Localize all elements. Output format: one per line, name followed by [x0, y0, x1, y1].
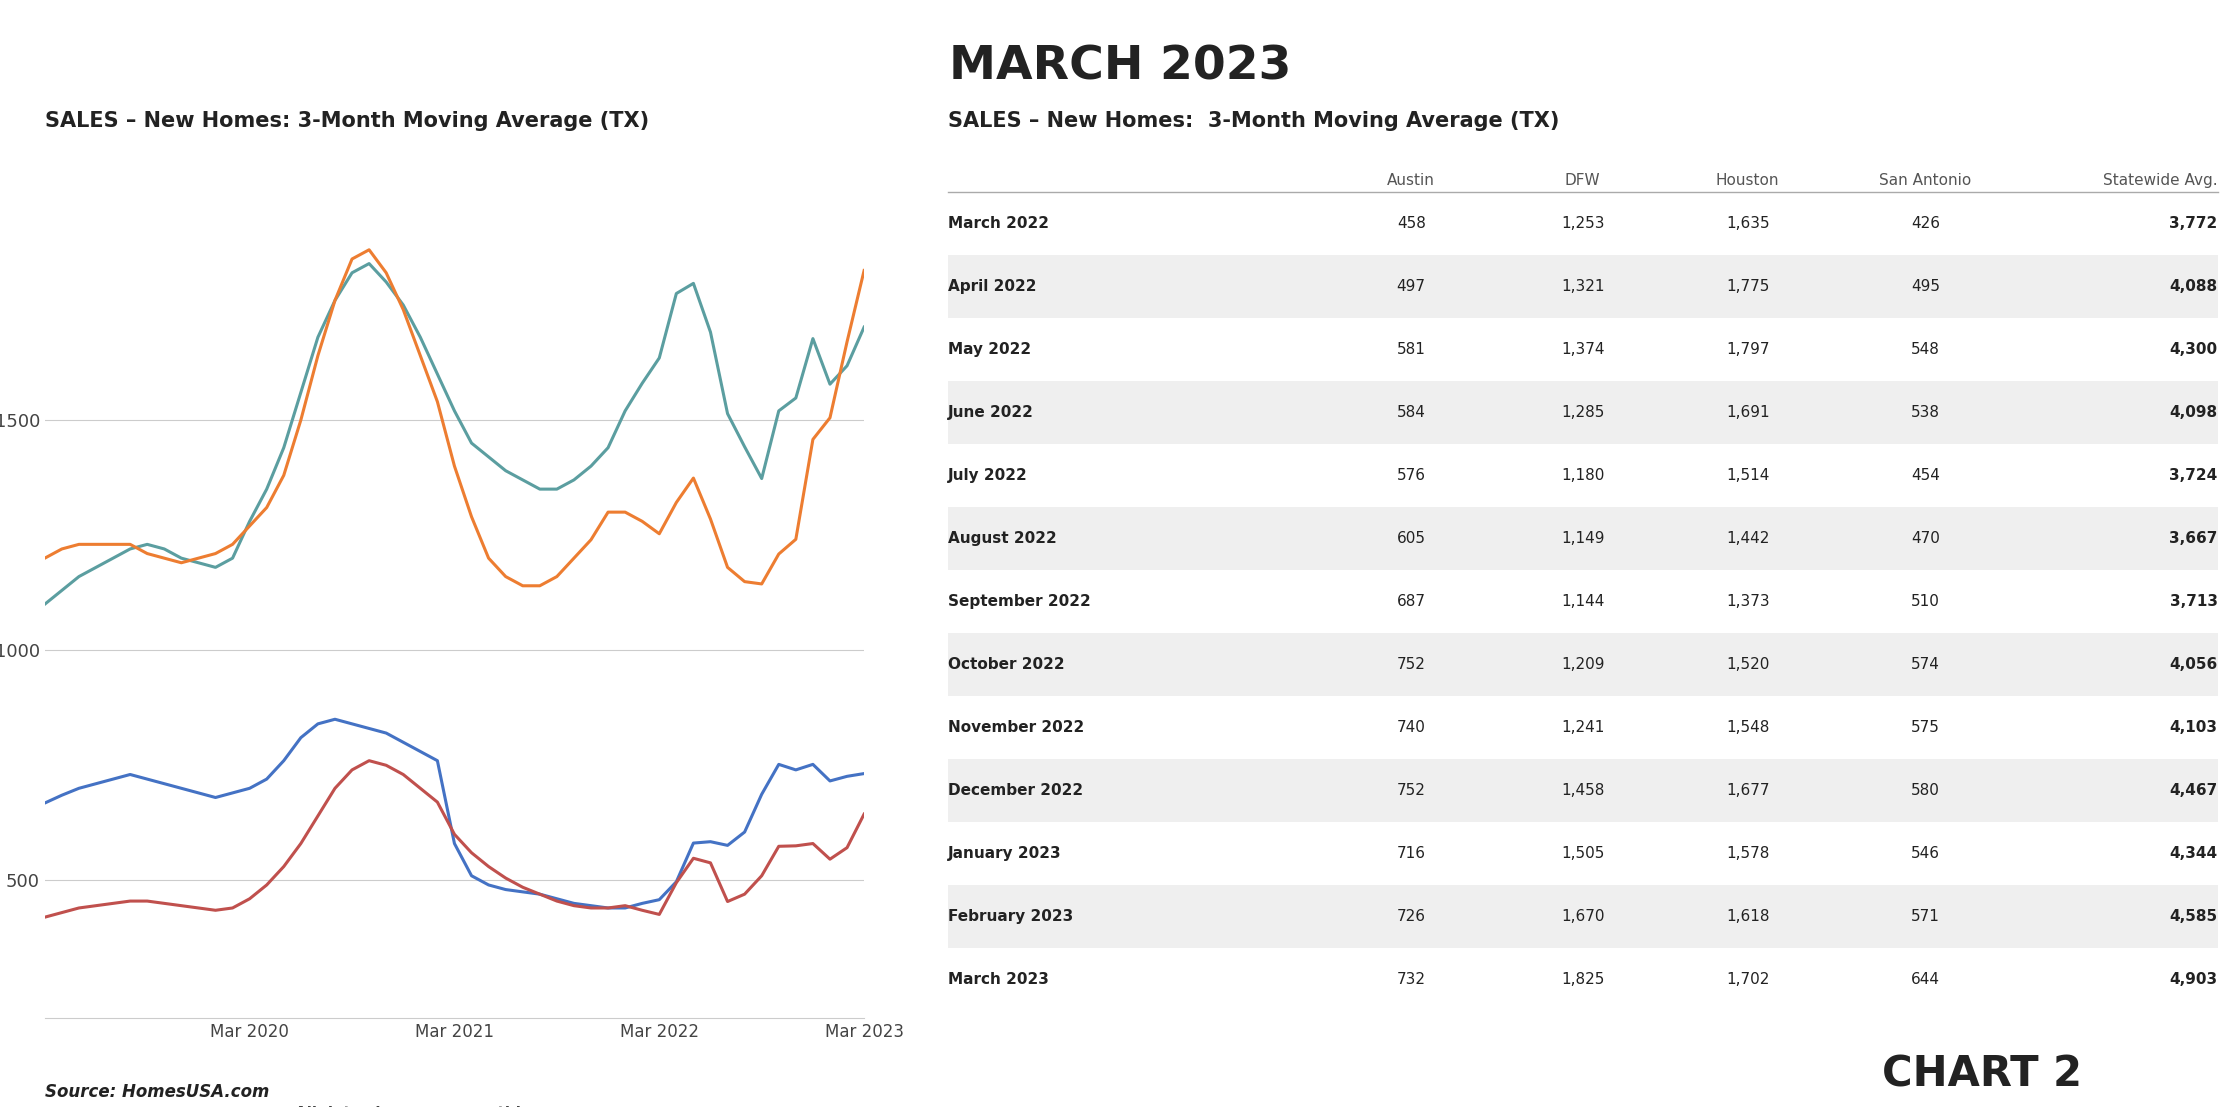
Text: 3,772: 3,772: [2168, 216, 2218, 231]
Text: 3,713: 3,713: [2171, 593, 2218, 609]
Text: October 2022: October 2022: [948, 656, 1064, 672]
Text: Austin: Austin: [1387, 173, 1436, 187]
Text: February 2023: February 2023: [948, 909, 1073, 923]
Text: 1,677: 1,677: [1727, 783, 1770, 798]
Text: January 2023: January 2023: [948, 846, 1062, 860]
Text: 1,241: 1,241: [1561, 720, 1604, 735]
Text: 752: 752: [1398, 656, 1425, 672]
Text: 605: 605: [1398, 531, 1425, 546]
Text: CHART 2: CHART 2: [1882, 1054, 2081, 1096]
Text: 1,442: 1,442: [1727, 531, 1770, 546]
Text: 4,056: 4,056: [2168, 656, 2218, 672]
Text: 1,180: 1,180: [1561, 468, 1604, 483]
Text: 1,825: 1,825: [1561, 972, 1604, 986]
Text: 752: 752: [1398, 783, 1425, 798]
Text: November 2022: November 2022: [948, 720, 1084, 735]
Text: Statewide Avg.: Statewide Avg.: [2103, 173, 2218, 187]
Text: 4,103: 4,103: [2171, 720, 2218, 735]
Text: 584: 584: [1398, 405, 1425, 420]
Text: 495: 495: [1911, 279, 1940, 294]
Text: 497: 497: [1398, 279, 1425, 294]
Text: June 2022: June 2022: [948, 405, 1033, 420]
Text: 1,285: 1,285: [1561, 405, 1604, 420]
Text: Source: HomesUSA.com: Source: HomesUSA.com: [45, 1084, 269, 1101]
Text: Houston: Houston: [1716, 173, 1779, 187]
Text: September 2022: September 2022: [948, 593, 1091, 609]
Text: April 2022: April 2022: [948, 279, 1037, 294]
Text: 4,903: 4,903: [2171, 972, 2218, 986]
Text: All data shown are monthly averages: All data shown are monthly averages: [293, 1106, 614, 1107]
Text: May 2022: May 2022: [948, 342, 1030, 356]
Text: 546: 546: [1911, 846, 1940, 860]
Text: 1,618: 1,618: [1727, 909, 1770, 923]
Text: 3,667: 3,667: [2168, 531, 2218, 546]
Text: 4,300: 4,300: [2171, 342, 2218, 356]
Text: 732: 732: [1398, 972, 1425, 986]
Text: 644: 644: [1911, 972, 1940, 986]
FancyBboxPatch shape: [948, 255, 2218, 318]
Text: 1,505: 1,505: [1561, 846, 1604, 860]
Text: 1,374: 1,374: [1561, 342, 1604, 356]
Text: 1,144: 1,144: [1561, 593, 1604, 609]
Text: 1,702: 1,702: [1727, 972, 1770, 986]
Text: December 2022: December 2022: [948, 783, 1082, 798]
Text: 1,373: 1,373: [1725, 593, 1770, 609]
Text: 1,775: 1,775: [1727, 279, 1770, 294]
Text: 470: 470: [1911, 531, 1940, 546]
Text: July 2022: July 2022: [948, 468, 1028, 483]
Text: 4,585: 4,585: [2171, 909, 2218, 923]
FancyBboxPatch shape: [948, 381, 2218, 444]
FancyBboxPatch shape: [948, 884, 2218, 948]
Text: 1,321: 1,321: [1561, 279, 1604, 294]
Text: 4,344: 4,344: [2171, 846, 2218, 860]
Text: 548: 548: [1911, 342, 1940, 356]
Text: 726: 726: [1398, 909, 1425, 923]
Text: 1,253: 1,253: [1561, 216, 1604, 231]
Text: March 2022: March 2022: [948, 216, 1048, 231]
FancyBboxPatch shape: [948, 758, 2218, 821]
Text: August 2022: August 2022: [948, 531, 1057, 546]
Text: 581: 581: [1398, 342, 1425, 356]
Text: 1,520: 1,520: [1727, 656, 1770, 672]
Text: 510: 510: [1911, 593, 1940, 609]
FancyBboxPatch shape: [948, 507, 2218, 570]
Text: 4,467: 4,467: [2168, 783, 2218, 798]
Text: 4,098: 4,098: [2171, 405, 2218, 420]
Text: SALES – New Homes: 3-Month Moving Average (TX): SALES – New Homes: 3-Month Moving Averag…: [45, 111, 650, 132]
Text: 458: 458: [1398, 216, 1425, 231]
Text: 1,149: 1,149: [1561, 531, 1604, 546]
Text: 580: 580: [1911, 783, 1940, 798]
Text: 574: 574: [1911, 656, 1940, 672]
Text: 1,458: 1,458: [1561, 783, 1604, 798]
Text: 576: 576: [1398, 468, 1425, 483]
Text: 1,635: 1,635: [1725, 216, 1770, 231]
Text: 1,691: 1,691: [1725, 405, 1770, 420]
Text: 571: 571: [1911, 909, 1940, 923]
Text: 1,670: 1,670: [1561, 909, 1604, 923]
Text: San Antonio: San Antonio: [1879, 173, 1971, 187]
Text: 454: 454: [1911, 468, 1940, 483]
Text: 3,724: 3,724: [2168, 468, 2218, 483]
Text: 575: 575: [1911, 720, 1940, 735]
Text: 716: 716: [1398, 846, 1425, 860]
Text: SALES – New Homes:  3-Month Moving Average (TX): SALES – New Homes: 3-Month Moving Averag…: [948, 111, 1559, 132]
Text: 1,209: 1,209: [1561, 656, 1604, 672]
Text: 1,578: 1,578: [1727, 846, 1770, 860]
Text: 426: 426: [1911, 216, 1940, 231]
Text: March 2023: March 2023: [948, 972, 1048, 986]
Text: 1,514: 1,514: [1727, 468, 1770, 483]
Text: 1,548: 1,548: [1727, 720, 1770, 735]
FancyBboxPatch shape: [948, 633, 2218, 695]
Text: 4,088: 4,088: [2171, 279, 2218, 294]
Text: 740: 740: [1398, 720, 1425, 735]
Text: DFW: DFW: [1566, 173, 1599, 187]
Text: 538: 538: [1911, 405, 1940, 420]
Text: 687: 687: [1398, 593, 1425, 609]
Text: MARCH 2023: MARCH 2023: [950, 44, 1290, 90]
Text: 1,797: 1,797: [1727, 342, 1770, 356]
